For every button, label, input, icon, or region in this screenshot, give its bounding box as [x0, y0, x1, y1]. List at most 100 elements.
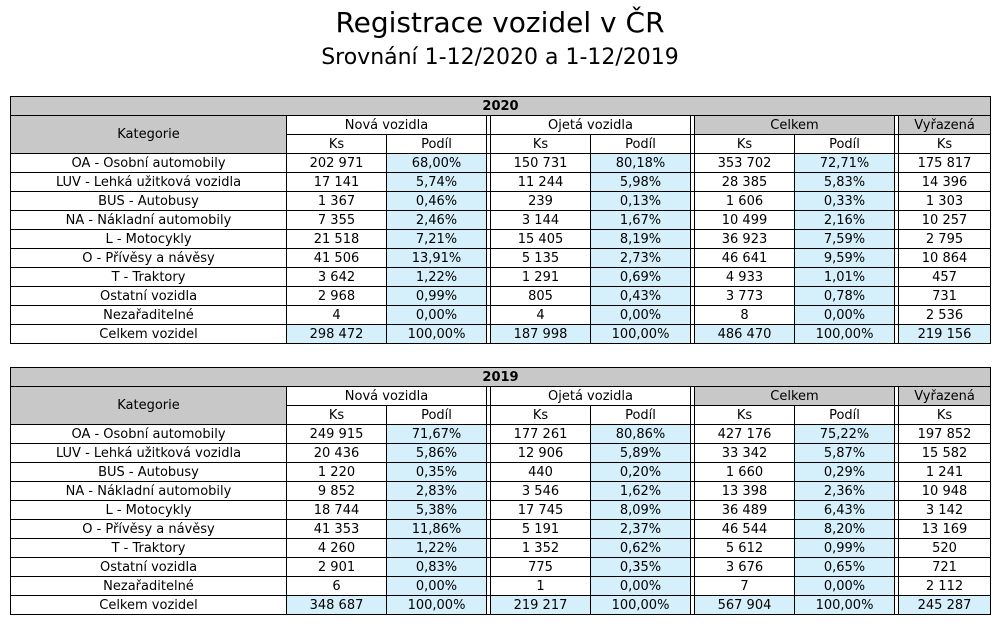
table-row: OA - Osobní automobily 202 971 68,00% 150 7…: [10, 153, 992, 173]
table-row: Celkem vozidel 298 472 100,00% 187 998 100,0…: [10, 324, 992, 344]
celkem-ks-cell: 1 660: [694, 462, 795, 482]
nova-podil-cell: 68,00%: [386, 153, 487, 173]
celkem-ks-cell: 13 398: [694, 481, 795, 501]
nova-podil-cell: 1,22%: [386, 538, 487, 558]
celkem-podil-cell: 0,99%: [794, 538, 895, 558]
nova-podil-cell: 0,35%: [386, 462, 487, 482]
podil-header: Podíl: [794, 134, 895, 154]
celkem-podil-cell: 8,20%: [794, 519, 895, 539]
ojeta-ks-cell: 3 144: [490, 210, 591, 230]
nova-ks-cell: 2 968: [286, 286, 387, 306]
year-header-row: 2020: [9, 96, 992, 116]
nova-podil-cell: 0,46%: [386, 191, 487, 211]
celkem-ks-cell: 353 702: [694, 153, 795, 173]
celkem-ks-cell: 427 176: [694, 424, 795, 444]
vyrazena-cell: 14 396: [897, 172, 992, 192]
celkem-ks-cell: 46 544: [694, 519, 795, 539]
celkem-ks-cell: 486 470: [694, 324, 795, 344]
category-cell: OA - Osobní automobily: [10, 424, 287, 444]
nova-podil-cell: 0,00%: [386, 576, 487, 596]
celkem-ks-cell: 7: [694, 576, 795, 596]
table-row: O - Přívěsy a návěsy 41 353 11,86% 5 191 2,3…: [10, 519, 992, 539]
kategorie-header: Kategorie: [10, 115, 287, 154]
podil-header: Podíl: [590, 134, 691, 154]
table-row: LUV - Lehká užitková vozidla 20 436 5,86% 1…: [10, 443, 992, 463]
ojeta-podil-cell: 8,19%: [590, 229, 691, 249]
category-cell: Nezařaditelné: [10, 305, 287, 325]
ojeta-ks-cell: 17 745: [490, 500, 591, 520]
table-row: Nezařaditelné 4 0,00% 4 0,00% 8 0,00% 2 536: [10, 305, 992, 325]
ojeta-podil-cell: 80,18%: [590, 153, 691, 173]
vyrazena-cell: 245 287: [897, 595, 992, 615]
ojeta-ks-cell: 177 261: [490, 424, 591, 444]
nova-podil-cell: 13,91%: [386, 248, 487, 268]
celkem-ks-cell: 10 499: [694, 210, 795, 230]
nova-podil-cell: 0,00%: [386, 305, 487, 325]
nova-ks-cell: 4: [286, 305, 387, 325]
table-row: OA - Osobní automobily 249 915 71,67% 177 2…: [10, 424, 992, 444]
ojeta-ks-cell: 805: [490, 286, 591, 306]
ojeta-ks-cell: 5 135: [490, 248, 591, 268]
table-row: BUS - Autobusy 1 367 0,46% 239 0,13% 1 606 0,3…: [10, 191, 992, 211]
celkem-ks-cell: 36 923: [694, 229, 795, 249]
category-cell: LUV - Lehká užitková vozidla: [10, 172, 287, 192]
vyrazena-cell: 2 795: [897, 229, 992, 249]
subheader-row: Ks Podíl Ks Podíl Ks Podíl Ks: [11, 134, 992, 154]
ks-header: Ks: [490, 405, 591, 425]
ks-header: Ks: [897, 134, 992, 154]
celkem-podil-cell: 2,16%: [794, 210, 895, 230]
ks-header: Ks: [694, 134, 795, 154]
vyrazena-cell: 197 852: [897, 424, 992, 444]
nova-ks-cell: 41 353: [286, 519, 387, 539]
nova-ks-cell: 20 436: [286, 443, 387, 463]
celkem-ks-cell: 8: [694, 305, 795, 325]
vyrazena-cell: 520: [897, 538, 992, 558]
category-cell: Nezařaditelné: [10, 576, 287, 596]
ojeta-vozidla-header: Ojetá vozidla: [490, 386, 691, 406]
ojeta-podil-cell: 1,67%: [590, 210, 691, 230]
table-row: NA - Nákladní automobily 9 852 2,83% 3 546 1…: [10, 481, 992, 501]
nova-podil-cell: 2,46%: [386, 210, 487, 230]
nova-ks-cell: 7 355: [286, 210, 387, 230]
nova-podil-cell: 5,86%: [386, 443, 487, 463]
vyrazena-cell: 13 169: [897, 519, 992, 539]
ojeta-ks-cell: 15 405: [490, 229, 591, 249]
nova-vozidla-header: Nová vozidla: [286, 386, 487, 406]
table-row: O - Přívěsy a návěsy 41 506 13,91% 5 135 2,7…: [10, 248, 992, 268]
nova-podil-cell: 0,99%: [386, 286, 487, 306]
celkem-podil-cell: 0,33%: [794, 191, 895, 211]
ojeta-ks-cell: 11 244: [490, 172, 591, 192]
celkem-ks-cell: 5 612: [694, 538, 795, 558]
celkem-ks-cell: 33 342: [694, 443, 795, 463]
celkem-ks-cell: 1 606: [694, 191, 795, 211]
celkem-ks-cell: 28 385: [694, 172, 795, 192]
vyrazena-cell: 10 948: [897, 481, 992, 501]
table-row: BUS - Autobusy 1 220 0,35% 440 0,20% 1 660 0,2…: [10, 462, 992, 482]
table-row: T - Traktory 3 642 1,22% 1 291 0,69% 4 933 1,0…: [10, 267, 992, 287]
celkem-podil-cell: 6,43%: [794, 500, 895, 520]
category-cell: BUS - Autobusy: [10, 462, 287, 482]
table-row: L - Motocykly 18 744 5,38% 17 745 8,09% 36 48…: [10, 500, 992, 520]
page-title: Registrace vozidel v ČR: [335, 6, 665, 39]
table-row: Nezařaditelné 6 0,00% 1 0,00% 7 0,00% 2 112: [10, 576, 992, 596]
ojeta-ks-cell: 12 906: [490, 443, 591, 463]
nova-ks-cell: 4 260: [286, 538, 387, 558]
ks-header: Ks: [897, 405, 992, 425]
vyrazena-cell: 15 582: [897, 443, 992, 463]
vyrazena-cell: 3 142: [897, 500, 992, 520]
celkem-podil-cell: 0,29%: [794, 462, 895, 482]
ojeta-podil-cell: 80,86%: [590, 424, 691, 444]
celkem-podil-cell: 0,78%: [794, 286, 895, 306]
ojeta-ks-cell: 4: [490, 305, 591, 325]
table-row: NA - Nákladní automobily 7 355 2,46% 3 144 1…: [10, 210, 992, 230]
table-row: LUV - Lehká užitková vozidla 17 141 5,74% 1…: [10, 172, 992, 192]
ojeta-podil-cell: 2,37%: [590, 519, 691, 539]
nova-podil-cell: 2,83%: [386, 481, 487, 501]
nova-podil-cell: 0,83%: [386, 557, 487, 577]
nova-podil-cell: 11,86%: [386, 519, 487, 539]
vyrazena-cell: 2 536: [897, 305, 992, 325]
year-label: 2019: [9, 367, 992, 387]
ojeta-ks-cell: 440: [490, 462, 591, 482]
category-cell: Ostatní vozidla: [10, 286, 287, 306]
celkem-header: Celkem: [694, 386, 895, 406]
